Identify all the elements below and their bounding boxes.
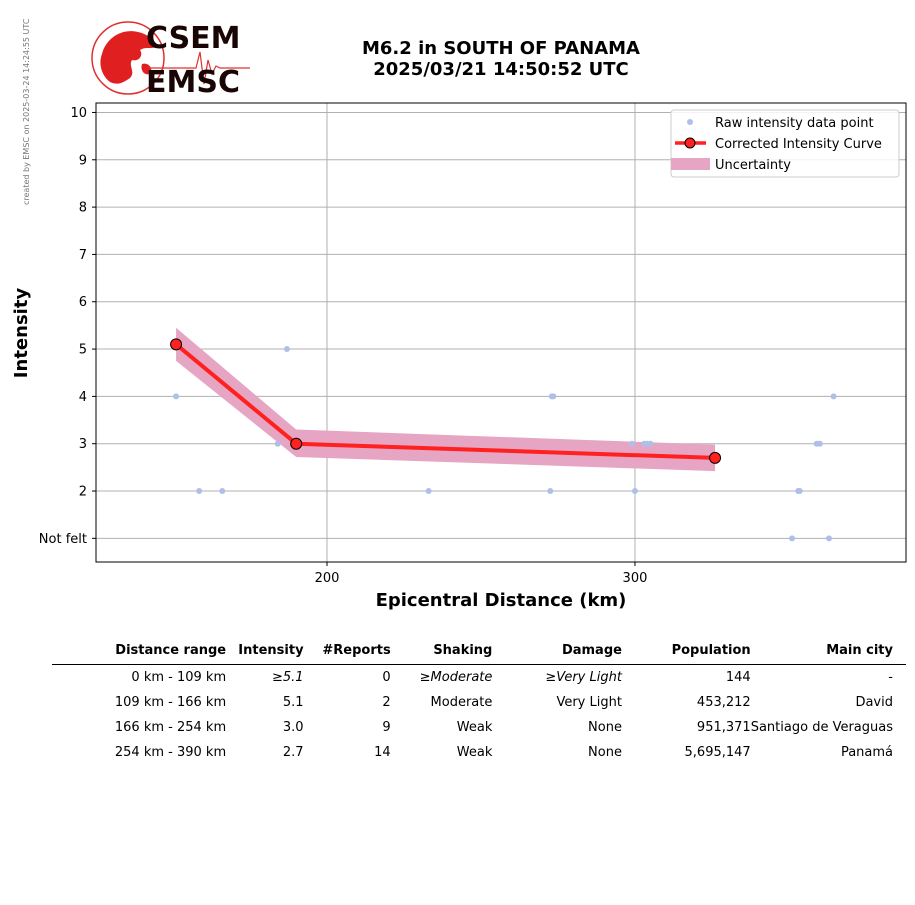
table-header-row: Distance range Intensity #Reports Shakin…: [52, 640, 906, 665]
logo-continents: [100, 31, 158, 84]
cell-reports: 0: [382, 670, 391, 685]
y-tick-label: Not felt: [39, 532, 87, 547]
cell-shaking: ≥Moderate: [419, 670, 493, 685]
curve-layer: [170, 338, 722, 464]
raw-intensity-point: [826, 535, 833, 542]
raw-intensity-point: [816, 440, 823, 447]
raw-intensity-point: [647, 440, 654, 447]
cell-damage: Very Light: [556, 695, 622, 710]
cell-city: David: [855, 695, 893, 710]
cell-shaking: Weak: [456, 745, 493, 760]
cell-range: 109 km - 166 km: [114, 695, 227, 710]
raw-points-layer: [173, 346, 837, 542]
cell-population: 951,371: [696, 720, 751, 735]
raw-intensity-point: [789, 535, 796, 542]
y-tick-label: 7: [79, 248, 87, 263]
table-row: 254 km - 390 km 2.7 14 Weak None 5,695,1…: [52, 740, 906, 765]
cell-population: 5,695,147: [684, 745, 751, 760]
cell-population: 453,212: [696, 695, 751, 710]
cell-population: 144: [725, 670, 751, 685]
header-shaking: Shaking: [390, 640, 493, 665]
x-tick-label: 300: [623, 571, 648, 586]
cell-damage: None: [588, 720, 622, 735]
cell-city: -: [888, 670, 893, 685]
cell-shaking: Moderate: [430, 695, 493, 710]
y-tick-label: 3: [79, 437, 87, 452]
header-population: Population: [621, 640, 751, 665]
table-row: 109 km - 166 km 5.1 2 Moderate Very Ligh…: [52, 690, 906, 715]
cell-range: 0 km - 109 km: [131, 670, 227, 685]
cell-reports: 14: [374, 745, 391, 760]
header-main-city: Main city: [750, 640, 906, 665]
x-tick-label: 200: [315, 571, 340, 586]
raw-intensity-point: [219, 488, 226, 495]
logo-line1: CSEM: [146, 21, 241, 56]
logo-seismogram: [148, 51, 250, 85]
legend-uncertainty-label: Uncertainty: [715, 158, 791, 173]
raw-intensity-point: [830, 393, 837, 400]
header-intensity: Intensity: [226, 640, 304, 665]
corrected-intensity-point: [170, 338, 183, 351]
chart-title-line2: 2025/03/21 14:50:52 UTC: [373, 59, 629, 80]
cell-city: Panamá: [840, 745, 893, 760]
y-axis-label: Intensity: [11, 288, 32, 379]
legend-raw-label: Raw intensity data point: [715, 116, 874, 131]
csem-emsc-logo: CSEM EMSC: [91, 21, 250, 100]
cell-damage: None: [588, 745, 622, 760]
raw-intensity-point: [196, 488, 203, 495]
legend-raw-marker: [687, 119, 693, 125]
y-tick-label: 9: [79, 153, 87, 168]
raw-intensity-point: [173, 393, 180, 400]
tick-layer: Not felt 2 3 4 5 6 7 8 9 10 200 300: [39, 106, 648, 586]
raw-intensity-point: [547, 488, 554, 495]
cell-intensity: 2.7: [282, 745, 304, 760]
y-tick-label: 5: [79, 343, 87, 358]
legend-curve-marker: [684, 137, 696, 149]
logo-line2: EMSC: [146, 65, 240, 100]
uncertainty-band: [176, 327, 716, 472]
cell-intensity: 5.1: [282, 695, 304, 710]
raw-intensity-point: [631, 488, 638, 495]
raw-intensity-point: [550, 393, 557, 400]
cell-range: 254 km - 390 km: [114, 745, 227, 760]
y-tick-label: 2: [79, 485, 87, 500]
y-tick-label: 10: [70, 106, 87, 121]
header-distance-range: Distance range: [52, 640, 227, 665]
raw-intensity-point: [425, 488, 432, 495]
y-tick-label: 6: [79, 295, 87, 310]
intensity-chart: Not felt 2 3 4 5 6 7 8 9 10 200 300 Epicentral Dist…: [11, 102, 907, 611]
table-row: 0 km - 109 km ≥5.1 0 ≥Moderate ≥Very Lig…: [52, 665, 906, 691]
uncertainty-layer: [176, 327, 716, 472]
table-row: 166 km - 254 km 3.0 9 Weak None 951,371 …: [52, 715, 906, 740]
y-tick-label: 4: [79, 390, 87, 405]
legend-curve-label: Corrected Intensity Curve: [715, 137, 882, 152]
raw-intensity-point: [628, 440, 635, 447]
header-damage: Damage: [492, 640, 622, 665]
cell-intensity: ≥5.1: [271, 670, 304, 685]
cell-intensity: 3.0: [282, 720, 304, 735]
x-axis-label: Epicentral Distance (km): [376, 590, 627, 611]
header-reports: #Reports: [303, 640, 391, 665]
chart-title-line1: M6.2 in SOUTH OF PANAMA: [362, 38, 640, 59]
cell-range: 166 km - 254 km: [114, 720, 227, 735]
plot-frame: [95, 102, 907, 563]
raw-intensity-point: [796, 488, 803, 495]
cell-reports: 9: [382, 720, 391, 735]
cell-reports: 2: [382, 695, 391, 710]
corrected-intensity-point: [290, 437, 303, 450]
cell-shaking: Weak: [456, 720, 493, 735]
logo-landmass: [118, 33, 152, 75]
raw-intensity-point: [274, 440, 281, 447]
cell-city: Santiago de Veraguas: [750, 720, 893, 735]
intensity-summary-table: Distance range Intensity #Reports Shakin…: [52, 640, 906, 765]
chart-title: M6.2 in SOUTH OF PANAMA 2025/03/21 14:50…: [300, 38, 702, 80]
legend-uncertainty-swatch: [671, 158, 710, 170]
cell-damage: ≥Very Light: [545, 670, 622, 685]
legend-frame: [670, 109, 900, 178]
raw-intensity-point: [283, 346, 290, 353]
corrected-intensity-point: [709, 451, 722, 464]
y-tick-label: 8: [79, 201, 87, 216]
legend: Raw intensity data point Corrected Inten…: [670, 109, 900, 178]
